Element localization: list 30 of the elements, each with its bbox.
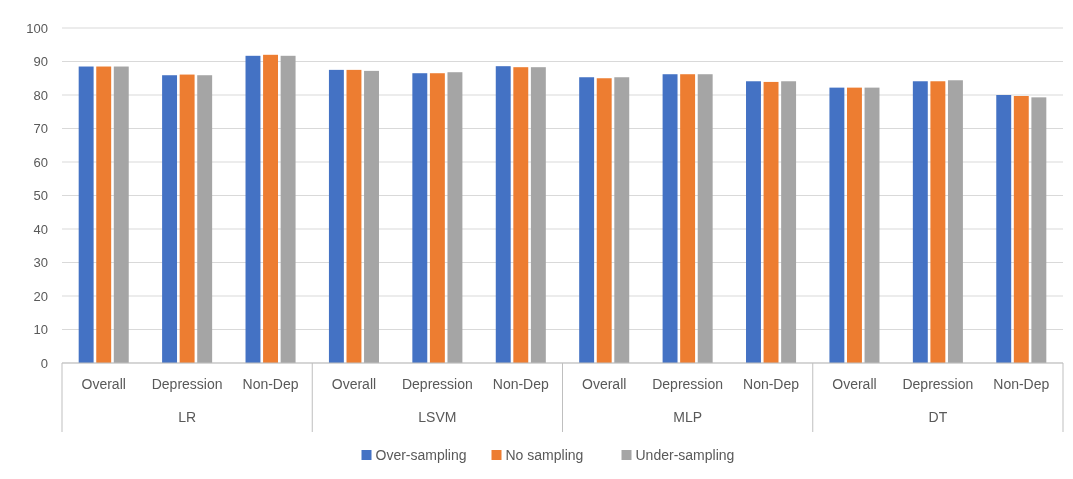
y-tick-label: 60: [33, 154, 48, 170]
text: DT: [928, 409, 948, 425]
x-tick-label: Non-Dep: [993, 376, 1050, 392]
x-tick-label: Overall: [832, 376, 877, 392]
x-tick-label: Depression: [902, 376, 974, 392]
x-tick-label: Overall: [81, 376, 126, 392]
y-tick-label: 80: [33, 87, 48, 103]
x-tick-label: Non-Dep: [242, 376, 299, 392]
x-tick-label: Depression: [151, 376, 223, 392]
x-tick-label: Overall: [331, 376, 377, 392]
y-tick-label: 90: [33, 54, 48, 70]
x-tick-label: Non-Dep: [743, 376, 800, 392]
y-tick-label: 100: [26, 20, 48, 36]
y-tick-label: 20: [33, 288, 48, 304]
y-tick-label: 30: [33, 255, 48, 271]
y-tick-label: 50: [33, 188, 48, 204]
y-tick-label: 70: [33, 121, 48, 137]
legend-label: Over-sampling: [375, 446, 467, 463]
x-tick-label: Depression: [652, 376, 724, 392]
x-tick-label: Non-Dep: [492, 376, 550, 392]
y-tick-label: 0: [40, 355, 48, 371]
y-tick-label: 40: [33, 221, 48, 237]
legend-label: No sampling: [505, 446, 584, 463]
x-tick-label: Depression: [401, 376, 473, 392]
text: LR: [178, 409, 197, 425]
x-tick-label: Overall: [582, 376, 627, 392]
legend-label: Under-sampling: [635, 446, 735, 463]
text: MLP: [673, 409, 703, 425]
text: LSVM: [418, 409, 457, 425]
y-tick-label: 10: [33, 322, 48, 338]
